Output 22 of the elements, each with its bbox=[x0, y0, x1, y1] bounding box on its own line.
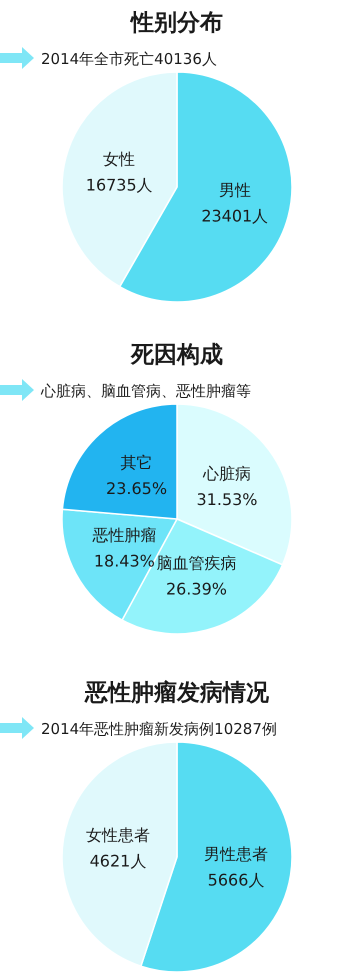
chart-title: 死因构成 bbox=[130, 342, 223, 368]
slice-label: 女性 bbox=[103, 150, 136, 169]
data-label: 18.43% bbox=[94, 551, 155, 570]
slice-label: 其它 bbox=[120, 452, 153, 472]
data-label: 23401人 bbox=[201, 206, 268, 226]
data-label: 23.65% bbox=[106, 478, 168, 498]
chart-title: 性别分布 bbox=[129, 10, 223, 36]
slice-label: 恶性肿瘤 bbox=[91, 525, 156, 544]
data-label: 4621人 bbox=[90, 852, 146, 870]
chart-subtitle: 心脏病、脑血管病、恶性肿瘤等 bbox=[40, 382, 251, 400]
chart-title: 恶性肿瘤发病情况 bbox=[84, 679, 270, 706]
slice-label: 女性患者 bbox=[86, 826, 150, 844]
data-label: 26.39% bbox=[166, 580, 227, 599]
data-label: 16735人 bbox=[86, 176, 153, 195]
chart-subtitle: 2014年全市死亡40136人 bbox=[41, 50, 217, 68]
slice-label: 脑血管疾病 bbox=[156, 554, 236, 573]
slice-label: 心脏病 bbox=[202, 464, 252, 484]
slice-label: 男性患者 bbox=[204, 844, 268, 864]
chart-subtitle: 2014年恶性肿瘤新发病例10287例 bbox=[41, 720, 277, 738]
data-label: 31.53% bbox=[196, 490, 258, 510]
slice-label: 男性 bbox=[218, 180, 251, 200]
data-label: 5666人 bbox=[208, 870, 264, 890]
